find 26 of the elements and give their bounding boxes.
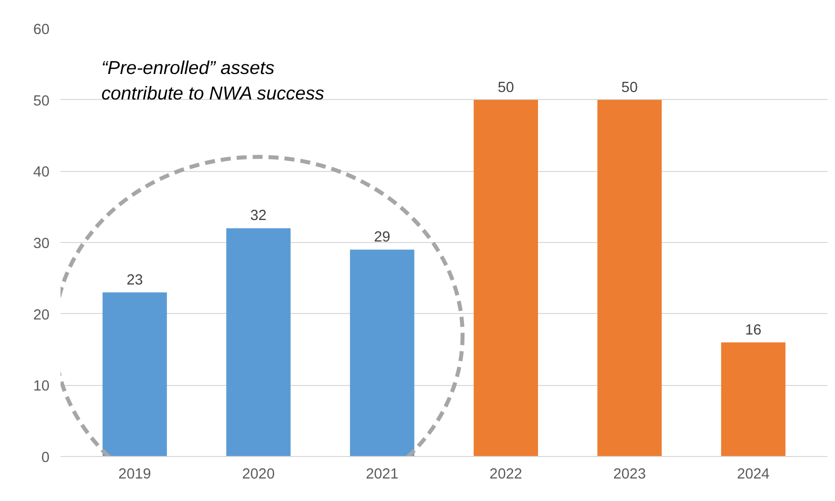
data-label: 29 [374, 230, 390, 246]
y-tick-label: 20 [33, 307, 50, 324]
data-label: 23 [126, 272, 143, 288]
x-tick-label: 2021 [366, 466, 398, 482]
x-tick-label: 2020 [242, 466, 275, 482]
y-tick-label: 50 [33, 93, 50, 110]
x-tick-label: 2019 [118, 466, 152, 482]
y-tick-label: 60 [33, 22, 50, 38]
bar [102, 292, 167, 456]
x-tick-label: 2024 [736, 466, 770, 482]
data-label: 50 [498, 80, 514, 96]
y-tick-label: 30 [33, 236, 50, 252]
x-tick-label: 2022 [490, 466, 522, 482]
bar [474, 100, 538, 456]
bar [597, 100, 662, 456]
y-tick-label: 0 [41, 450, 50, 466]
data-label: 32 [250, 208, 267, 224]
y-tick-label: 10 [33, 378, 50, 395]
data-label: 16 [745, 322, 762, 338]
x-tick-label: 2023 [613, 466, 646, 482]
y-tick-label: 40 [33, 164, 50, 181]
bar [226, 228, 291, 456]
bar [350, 250, 414, 456]
data-label: 50 [621, 80, 638, 96]
bar [721, 342, 786, 456]
annotation: “Pre-enrolled” assets contribute to NWA success [101, 57, 324, 104]
